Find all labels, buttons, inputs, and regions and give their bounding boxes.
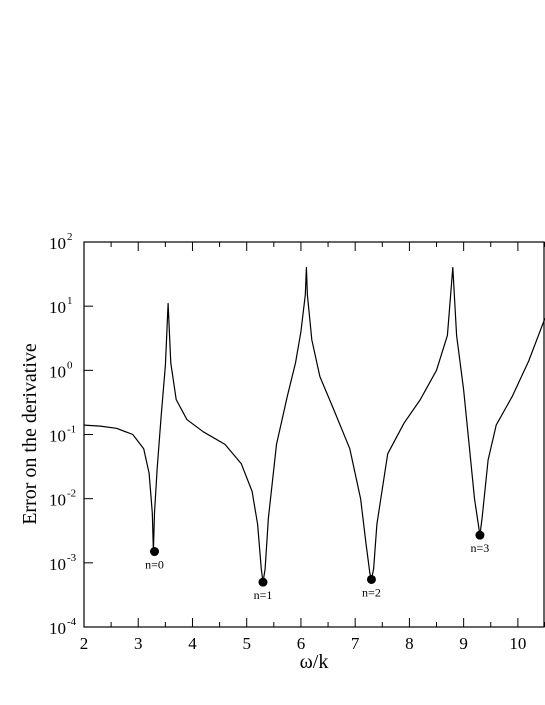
- y-tick-exponent: 2: [67, 231, 73, 243]
- minimum-label: n=3: [471, 541, 490, 555]
- series-group: [83, 266, 545, 583]
- x-tick-label: 5: [242, 634, 251, 653]
- y-tick-label: 10: [49, 555, 66, 574]
- x-tick-label: 2: [80, 634, 89, 653]
- y-axis-title: Error on the derivative: [19, 343, 41, 525]
- minimum-label: n=1: [254, 588, 273, 602]
- minimum-label: n=2: [362, 585, 381, 599]
- y-tick-label: 10: [49, 427, 66, 446]
- y-tick-label: 10: [49, 234, 66, 253]
- x-axis: 2 3 4 5 6 7 8 9 10: [80, 242, 545, 653]
- minimum-marker: [475, 530, 485, 540]
- y-tick-exponent: 1: [67, 295, 73, 307]
- x-tick-label: 6: [297, 634, 306, 653]
- y-tick-label: 10: [49, 362, 66, 381]
- x-tick-label: 8: [405, 634, 414, 653]
- y-tick-exponent: -1: [67, 424, 76, 436]
- minimum-label: n=0: [145, 558, 164, 572]
- x-tick-label: 9: [459, 634, 468, 653]
- y-tick-label: 10: [49, 619, 66, 638]
- x-tick-label: 10: [509, 634, 526, 653]
- y-tick-exponent: -2: [67, 488, 76, 500]
- minimum-marker: [258, 577, 268, 587]
- minimum-marker: [366, 574, 376, 584]
- y-tick-exponent: -4: [67, 616, 77, 628]
- x-tick-label: 4: [188, 634, 197, 653]
- y-tick-label: 10: [49, 298, 66, 317]
- y-tick-label: 10: [49, 491, 66, 510]
- y-tick-exponent: -3: [67, 552, 77, 564]
- x-axis-title: ω/k: [300, 651, 329, 673]
- series-line: [83, 266, 545, 583]
- y-tick-exponent: 0: [67, 359, 73, 371]
- minimum-marker: [150, 547, 160, 557]
- x-tick-label: 7: [351, 634, 360, 653]
- annotations: n=0 n=1 n=2 n=3: [145, 530, 490, 602]
- x-tick-label: 3: [134, 634, 143, 653]
